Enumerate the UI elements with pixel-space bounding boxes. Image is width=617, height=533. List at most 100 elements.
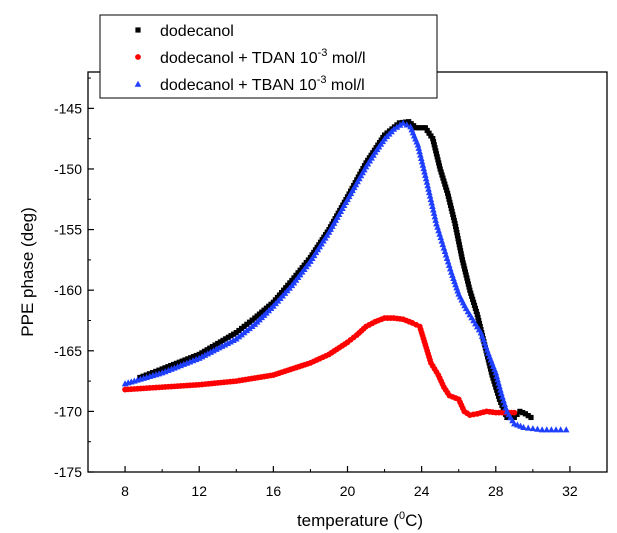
data-point-interp (241, 323, 247, 329)
data-point-interp (190, 354, 197, 360)
data-point (444, 190, 451, 196)
data-point-interp (470, 299, 477, 305)
x-axis-title-end: C) (405, 511, 423, 530)
data-point-interp (457, 248, 464, 254)
data-point-interp (498, 399, 504, 405)
legend-label-unit: mol/l (327, 50, 365, 67)
data-point-interp (423, 178, 431, 185)
data-point-interp (475, 314, 481, 321)
x-tick-label: 24 (414, 483, 430, 499)
data-point (492, 369, 500, 376)
data-point-interp (454, 230, 460, 236)
series-1 (122, 315, 518, 418)
data-point (430, 136, 436, 142)
data-point-interp (358, 168, 365, 174)
x-tick-label: 12 (191, 483, 207, 499)
data-point-interp (468, 290, 474, 296)
data-point-interp (525, 413, 531, 419)
legend-label-unit: mol/l (326, 77, 364, 94)
data-point (437, 166, 443, 172)
x-axis-title: temperature (0C) (297, 510, 423, 530)
data-point-interp (524, 424, 532, 431)
data-point-interp (357, 171, 363, 177)
data-point-interp (470, 296, 476, 302)
data-point-interp (416, 148, 423, 155)
data-point-interp (445, 193, 451, 199)
data-point (557, 426, 564, 433)
data-point-interp (173, 360, 180, 366)
data-point (520, 423, 527, 430)
x-axis-ticks: 8 12 16 20 24 28 32 (121, 466, 578, 499)
data-point-interp (456, 239, 462, 245)
data-point-interp (500, 397, 507, 404)
data-point-interp (514, 411, 520, 418)
data-point-interp (201, 348, 208, 354)
data-point-interp (494, 376, 501, 383)
data-point-interp (453, 226, 459, 233)
legend-label-main: dodecanol + TBAN 10 (160, 77, 317, 94)
data-point-interp (439, 172, 445, 178)
data-point-interp (188, 355, 194, 361)
y-tick-label: -155 (54, 222, 82, 238)
y-tick-label: -150 (54, 161, 82, 177)
data-point (422, 171, 429, 178)
data-point-interp (428, 199, 436, 206)
data-point (511, 409, 518, 416)
data-point-interp (185, 356, 191, 362)
data-point-interp (217, 339, 223, 345)
data-point-interp (454, 233, 461, 239)
data-point-interp (426, 192, 434, 199)
data-point-interp (432, 145, 438, 151)
data-point-interp (552, 426, 560, 433)
data-point-interp (209, 344, 216, 350)
data-point (414, 141, 422, 148)
data-point (504, 414, 510, 421)
data-point-interp (447, 202, 454, 208)
y-tick-label: -170 (54, 403, 82, 419)
y-tick-label: -145 (54, 100, 82, 116)
y-tick-label: -175 (54, 464, 82, 480)
data-point (498, 389, 505, 397)
data-point-interp (477, 323, 483, 330)
data-point-interp (453, 223, 459, 230)
data-point (459, 257, 466, 263)
data-point-interp (220, 337, 226, 343)
data-point-interp (448, 205, 454, 211)
legend-marker (134, 80, 142, 87)
data-point-interp (496, 383, 503, 390)
data-point-interp (156, 367, 162, 373)
data-point (538, 426, 546, 433)
data-point-interp (225, 334, 231, 340)
data-point-interp (462, 269, 468, 275)
data-point-interp (212, 342, 218, 348)
legend-marker (135, 27, 141, 33)
data-point-interp (485, 357, 491, 363)
data-point-interp (425, 185, 432, 192)
data-point (474, 311, 480, 318)
data-point-interp (426, 130, 432, 136)
series-layer (121, 119, 570, 433)
data-point (390, 125, 398, 132)
data-point-interp (488, 369, 494, 375)
data-point-interp (491, 378, 497, 384)
data-point-interp (520, 410, 526, 416)
data-point-interp (432, 216, 439, 223)
data-point-interp (231, 331, 237, 337)
data-point-interp (476, 320, 483, 327)
data-point-interp (424, 127, 430, 134)
data-point-interp (473, 308, 479, 314)
data-point (233, 330, 239, 336)
data-point (517, 408, 523, 414)
y-tick-label: -160 (54, 282, 82, 298)
data-point-interp (493, 372, 501, 379)
data-point-interp (420, 164, 428, 172)
data-point-interp (430, 139, 437, 145)
data-point-interp (461, 263, 467, 269)
data-point-interp (495, 390, 501, 396)
data-point-interp (238, 325, 245, 332)
data-point (159, 366, 165, 372)
data-point-interp (471, 302, 478, 308)
data-point-interp (204, 347, 210, 353)
data-point (548, 426, 555, 433)
